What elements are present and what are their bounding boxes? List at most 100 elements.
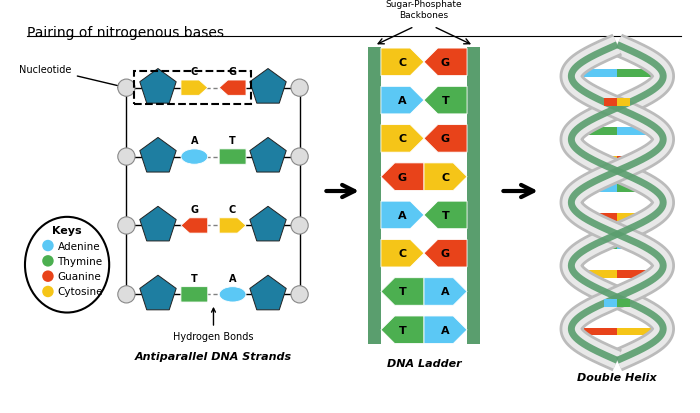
Text: C: C: [398, 249, 407, 259]
Polygon shape: [219, 81, 246, 96]
Text: Sugar-Phosphate
Backbones: Sugar-Phosphate Backbones: [386, 0, 462, 20]
Polygon shape: [424, 278, 467, 306]
Text: A: A: [398, 210, 407, 221]
Text: Nucleotide: Nucleotide: [20, 64, 122, 88]
Text: G: G: [229, 67, 237, 77]
Text: Thymine: Thymine: [57, 256, 103, 266]
Circle shape: [291, 286, 308, 303]
Ellipse shape: [25, 217, 109, 313]
Polygon shape: [424, 202, 467, 229]
Polygon shape: [140, 275, 176, 310]
Bar: [617, 156, 642, 164]
Polygon shape: [381, 316, 424, 344]
Bar: [467, 48, 480, 344]
Text: G: G: [441, 134, 450, 144]
Text: C: C: [398, 134, 407, 144]
Circle shape: [291, 80, 308, 97]
Text: A: A: [441, 325, 450, 335]
Circle shape: [42, 286, 54, 297]
Bar: [582, 185, 617, 192]
Text: G: G: [398, 172, 407, 182]
Circle shape: [118, 149, 135, 166]
Bar: [134, 72, 251, 104]
Polygon shape: [181, 218, 208, 233]
Text: T: T: [442, 96, 449, 106]
Bar: [368, 48, 381, 344]
Circle shape: [118, 217, 135, 235]
Text: C: C: [190, 67, 198, 77]
Text: A: A: [441, 287, 450, 297]
Polygon shape: [381, 125, 424, 153]
Text: C: C: [398, 58, 407, 68]
Bar: [617, 328, 663, 336]
Bar: [617, 271, 659, 278]
Circle shape: [42, 256, 54, 267]
Polygon shape: [424, 125, 467, 153]
Bar: [572, 328, 617, 336]
Bar: [604, 299, 617, 307]
Text: T: T: [398, 287, 406, 297]
FancyBboxPatch shape: [181, 287, 208, 302]
Polygon shape: [381, 278, 424, 306]
Text: A: A: [398, 96, 407, 106]
Circle shape: [291, 149, 308, 166]
Polygon shape: [250, 207, 286, 241]
Polygon shape: [381, 164, 424, 191]
Text: G: G: [190, 204, 198, 214]
Bar: [617, 214, 652, 221]
Polygon shape: [181, 81, 208, 96]
Polygon shape: [381, 202, 424, 229]
Bar: [575, 128, 617, 135]
Text: Hydrogen Bonds: Hydrogen Bonds: [173, 309, 253, 341]
Polygon shape: [381, 49, 424, 76]
Text: Cytosine: Cytosine: [57, 287, 103, 297]
Text: T: T: [398, 325, 406, 335]
Circle shape: [118, 286, 135, 303]
Bar: [604, 99, 617, 107]
Text: T: T: [442, 210, 449, 221]
Bar: [617, 70, 663, 78]
Polygon shape: [140, 69, 176, 104]
Text: A: A: [229, 273, 237, 283]
Text: Pairing of nitrogenous bases: Pairing of nitrogenous bases: [27, 26, 224, 39]
Text: T: T: [229, 136, 236, 146]
Polygon shape: [219, 218, 246, 233]
Polygon shape: [140, 207, 176, 241]
Bar: [617, 299, 630, 307]
Bar: [617, 99, 630, 107]
Bar: [617, 128, 659, 135]
Text: Keys: Keys: [52, 225, 82, 236]
Polygon shape: [140, 138, 176, 173]
Ellipse shape: [181, 150, 208, 165]
Circle shape: [118, 80, 135, 97]
Text: DNA Ladder: DNA Ladder: [386, 358, 461, 368]
Text: Guanine: Guanine: [57, 271, 102, 282]
Polygon shape: [250, 138, 286, 173]
Circle shape: [291, 217, 308, 235]
Bar: [617, 99, 630, 107]
Polygon shape: [424, 87, 467, 115]
Bar: [604, 299, 617, 307]
Text: Double Helix: Double Helix: [578, 372, 657, 382]
Polygon shape: [424, 240, 467, 267]
Bar: [592, 242, 617, 250]
Text: A: A: [190, 136, 198, 146]
Polygon shape: [381, 87, 424, 115]
FancyBboxPatch shape: [219, 150, 246, 165]
Circle shape: [42, 271, 54, 282]
Text: G: G: [441, 249, 450, 259]
Text: C: C: [442, 172, 449, 182]
Circle shape: [42, 240, 54, 252]
Text: G: G: [441, 58, 450, 68]
Text: Adenine: Adenine: [57, 241, 100, 251]
Bar: [575, 271, 617, 278]
Polygon shape: [424, 316, 467, 344]
Text: C: C: [229, 204, 236, 214]
Bar: [617, 242, 642, 250]
Polygon shape: [250, 275, 286, 310]
Bar: [572, 70, 617, 78]
Text: T: T: [191, 273, 197, 283]
Polygon shape: [424, 164, 467, 191]
Bar: [617, 185, 652, 192]
Bar: [617, 299, 630, 307]
